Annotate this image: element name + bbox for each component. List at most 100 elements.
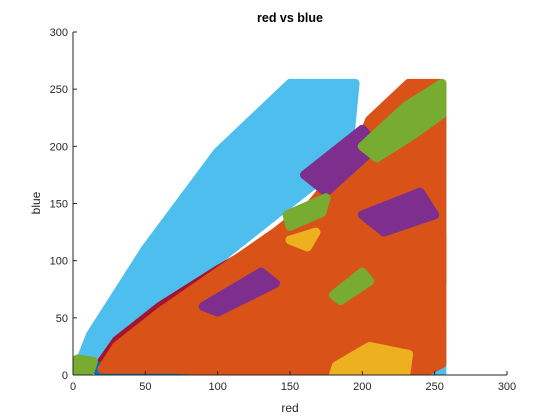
scatter-point-orange xyxy=(281,306,290,315)
scatter-point-purple xyxy=(303,172,312,181)
scatter-point-lightblue xyxy=(158,261,167,270)
scatter-point-orange xyxy=(318,294,327,303)
scatter-point-orange xyxy=(258,327,267,337)
scatter-point-lightblue xyxy=(210,207,220,217)
y-tick-label: 150 xyxy=(50,199,68,211)
series-green xyxy=(73,78,447,375)
scatter-point-lightblue xyxy=(118,285,127,294)
scatter-point-orange xyxy=(244,333,253,342)
scatter-point-orange xyxy=(348,335,357,344)
scatter-point-green xyxy=(424,115,433,125)
scatter-point-purple xyxy=(318,165,327,174)
scatter-point-orange xyxy=(420,177,429,186)
scatter-point-lightblue xyxy=(204,226,214,235)
scatter-point-purple xyxy=(409,210,418,219)
scatter-point-lightblue xyxy=(229,214,238,223)
scatter-point-orange xyxy=(331,317,341,327)
scatter-point-lightblue xyxy=(315,135,324,145)
scatter-point-lightblue xyxy=(204,167,213,177)
scatter-point-orange xyxy=(397,286,407,295)
scatter-point-orange xyxy=(167,350,176,359)
scatter-point-lightblue xyxy=(273,173,282,183)
scatter-point-orange xyxy=(436,341,445,350)
scatter-point-lightblue xyxy=(180,268,190,277)
scatter-point-orange xyxy=(370,242,379,252)
scatter-point-lightblue xyxy=(277,181,286,190)
scatter-point-lightblue xyxy=(346,80,356,89)
scatter-point-purple xyxy=(395,210,405,219)
x-tick-label: 200 xyxy=(353,381,371,393)
scatter-point-lightblue xyxy=(175,207,185,217)
scatter-point-purple xyxy=(229,294,238,304)
scatter-point-yellow xyxy=(292,237,301,247)
scatter-point-yellow xyxy=(309,229,318,238)
scatter-point-orange xyxy=(238,355,247,364)
scatter-point-orange xyxy=(418,252,428,262)
scatter-point-lightblue xyxy=(141,297,150,307)
scatter-point-lightblue xyxy=(211,196,220,205)
scatter-point-orange xyxy=(351,252,360,262)
scatter-point-lightblue xyxy=(88,329,98,338)
scatter-point-lightblue xyxy=(196,181,205,190)
scatter-point-lightblue xyxy=(172,266,182,275)
scatter-point-lightblue xyxy=(167,250,176,260)
scatter-point-orange xyxy=(378,294,387,304)
scatter-point-orange xyxy=(416,363,425,373)
scatter-point-orange xyxy=(332,257,341,266)
scatter-point-purple xyxy=(384,203,393,213)
scatter-point-purple xyxy=(347,137,357,146)
scatter-point-orange xyxy=(178,340,188,350)
scatter-point-orange xyxy=(414,292,423,301)
scatter-point-orange xyxy=(358,291,367,301)
scatter-point-lightblue xyxy=(222,203,231,212)
scatter-point-orange xyxy=(299,305,308,315)
scatter-point-orange xyxy=(413,266,423,275)
scatter-point-orange xyxy=(236,324,245,333)
scatter-point-lightblue xyxy=(298,185,307,194)
scatter-point-lightblue xyxy=(276,98,286,107)
scatter-point-orange xyxy=(435,246,444,255)
scatter-point-orange xyxy=(418,331,428,340)
x-tick-label: 300 xyxy=(498,381,516,393)
scatter-point-orange xyxy=(416,283,425,292)
scatter-point-orange xyxy=(373,193,382,203)
scatter-point-purple xyxy=(256,283,265,292)
scatter-point-green xyxy=(398,123,407,132)
scatter-point-lightblue xyxy=(264,133,274,142)
scatter-point-purple xyxy=(213,296,223,306)
scatter-point-lightblue xyxy=(192,252,201,261)
scatter-point-orange xyxy=(402,181,412,190)
scatter-point-yellow xyxy=(345,368,354,375)
scatter-point-orange xyxy=(192,317,201,327)
scatter-point-lightblue xyxy=(176,252,185,261)
scatter-point-lightblue xyxy=(244,152,254,161)
scatter-point-orange xyxy=(396,264,406,274)
scatter-point-purple xyxy=(399,195,409,204)
scatter-point-green xyxy=(409,125,418,135)
scatter-point-orange xyxy=(425,223,434,232)
scatter-point-orange xyxy=(342,180,352,189)
scatter-point-orange xyxy=(198,335,207,344)
scatter-point-orange xyxy=(220,347,229,356)
y-tick-label: 300 xyxy=(50,27,68,39)
scatter-point-lightblue xyxy=(305,109,314,119)
scatter-point-lightblue xyxy=(326,118,336,127)
scatter-point-orange xyxy=(387,155,396,164)
scatter-point-lightblue xyxy=(211,152,221,161)
scatter-point-yellow xyxy=(401,359,411,368)
scatter-point-purple xyxy=(355,152,364,162)
scatter-point-orange xyxy=(318,356,327,365)
scatter-point-green xyxy=(362,139,371,148)
scatter-point-orange xyxy=(367,294,377,303)
scatter-point-orange xyxy=(381,307,390,316)
scatter-point-lightblue xyxy=(280,133,289,142)
scatter-point-orange xyxy=(389,323,399,332)
scatter-point-orange xyxy=(306,320,315,329)
scatter-point-orange xyxy=(427,324,437,334)
scatter-point-orange xyxy=(352,299,362,308)
scatter-point-orange xyxy=(170,311,179,321)
scatter-point-purple xyxy=(247,290,256,300)
scatter-point-orange xyxy=(417,274,426,284)
scatter-point-orange xyxy=(406,258,415,267)
